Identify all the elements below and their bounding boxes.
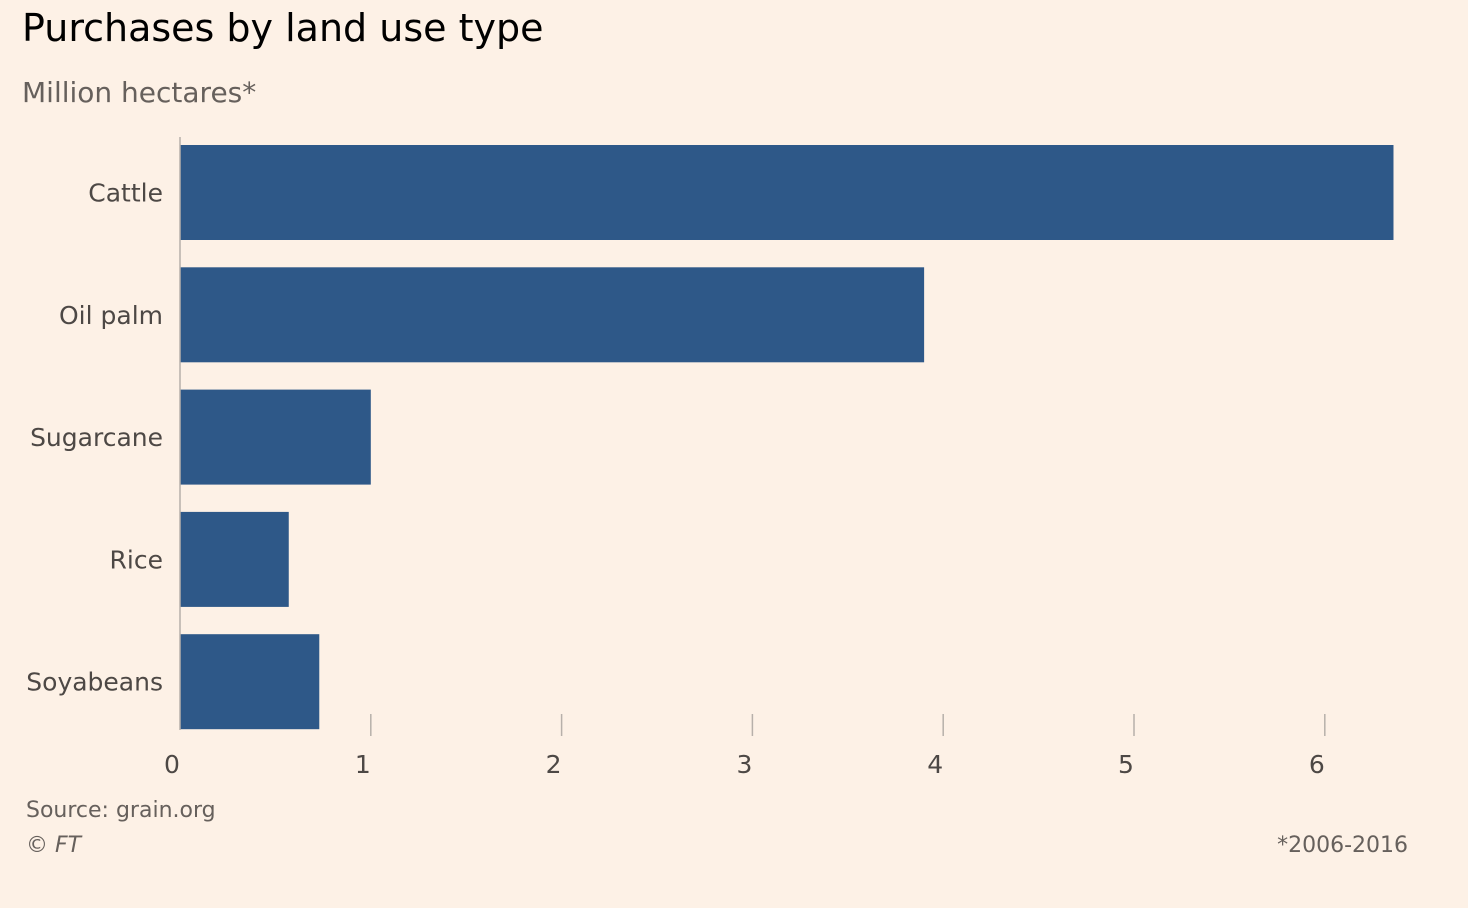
bar-sugarcane — [180, 389, 371, 485]
bar-cattle — [180, 145, 1394, 240]
x-tick-label-2: 2 — [546, 750, 562, 779]
x-tick-label-4: 4 — [927, 750, 943, 779]
category-label-rice: Rice — [110, 545, 163, 574]
copyright-note: © FT — [26, 833, 82, 858]
category-label-cattle: Cattle — [88, 179, 163, 208]
category-label-oil-palm: Oil palm — [59, 301, 163, 330]
bar-soyabeans — [180, 634, 320, 730]
bar-chart: Cattle Oil palm Sugarcane Rice Soyabeans 0 1 2 3… — [26, 137, 1394, 779]
date-range-note: *2006-2016 — [1277, 833, 1408, 858]
x-tick-label-1: 1 — [355, 750, 371, 779]
x-tick-label-3: 3 — [736, 750, 752, 779]
x-tick-label-5: 5 — [1118, 750, 1134, 779]
chart-title: Purchases by land use type — [22, 6, 544, 50]
source-note: Source: grain.org — [26, 798, 216, 823]
category-label-soyabeans: Soyabeans — [26, 668, 163, 697]
bar-oil-palm — [180, 267, 925, 363]
x-tick-label-0: 0 — [164, 750, 180, 779]
bar-rice — [180, 511, 289, 607]
chart-subtitle: Million hectares* — [22, 76, 257, 109]
category-label-sugarcane: Sugarcane — [30, 423, 163, 452]
x-tick-label-6: 6 — [1309, 750, 1325, 779]
